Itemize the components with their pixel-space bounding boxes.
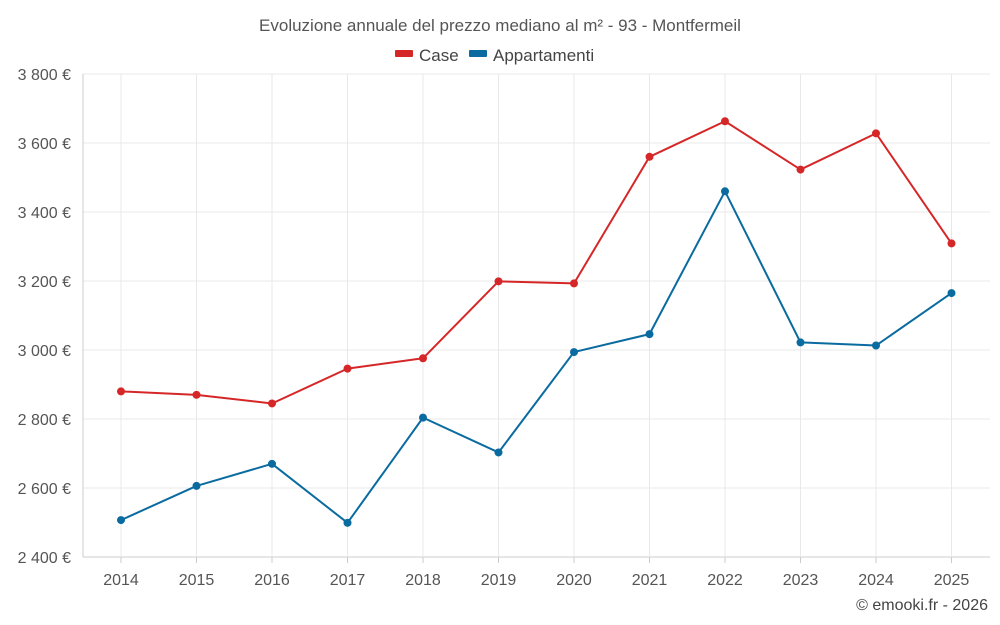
data-point-appartamenti[interactable] — [721, 187, 729, 196]
chart-title: Evoluzione annuale del prezzo mediano al… — [259, 16, 741, 35]
y-tick-label: 3 200 € — [18, 274, 71, 291]
data-point-appartamenti[interactable] — [343, 518, 352, 527]
x-tick-label: 2023 — [783, 572, 819, 589]
legend-label-case: Case — [419, 46, 459, 65]
x-tick-label: 2020 — [556, 572, 592, 589]
legend-swatch-appartamenti — [469, 50, 487, 57]
x-tick-label: 2025 — [934, 572, 970, 589]
data-point-appartamenti[interactable] — [947, 289, 956, 298]
y-tick-label: 3 000 € — [18, 343, 71, 360]
data-point-appartamenti[interactable] — [268, 459, 276, 468]
y-tick-label: 3 800 € — [18, 67, 71, 84]
data-point-case[interactable] — [570, 279, 578, 288]
data-point-appartamenti[interactable] — [419, 413, 427, 422]
chart-legend: Case Appartamenti — [395, 46, 594, 65]
data-point-appartamenti[interactable] — [494, 448, 503, 457]
x-tick-label: 2019 — [481, 572, 517, 589]
legend-label-appartamenti: Appartamenti — [493, 46, 594, 65]
copyright-credit: © emooki.fr - 2026 — [856, 597, 988, 614]
series — [117, 117, 956, 527]
data-point-case[interactable] — [419, 354, 427, 363]
x-tick-label: 2024 — [858, 572, 894, 589]
data-point-appartamenti[interactable] — [796, 338, 805, 347]
y-tick-label: 3 400 € — [18, 205, 71, 222]
legend-item-appartamenti[interactable]: Appartamenti — [469, 46, 594, 65]
x-axis-ticks: 2014 2015 2016 2017 2018 2019 2020 2021 2022 2023… — [103, 557, 969, 589]
x-tick-label: 2015 — [179, 572, 215, 589]
data-point-case[interactable] — [947, 239, 956, 248]
y-tick-label: 2 600 € — [18, 481, 71, 498]
x-tick-label: 2017 — [330, 572, 366, 589]
data-point-case[interactable] — [343, 364, 352, 373]
data-point-case[interactable] — [872, 129, 880, 138]
y-tick-label: 3 600 € — [18, 136, 71, 153]
data-point-appartamenti[interactable] — [117, 516, 125, 525]
x-tick-label: 2016 — [254, 572, 290, 589]
data-point-appartamenti[interactable] — [645, 330, 654, 339]
legend-swatch-case — [395, 50, 413, 57]
data-point-case[interactable] — [192, 390, 201, 399]
y-axis-ticks: 2 400 € 2 600 € 2 800 € 3 000 € 3 200 € 3 400… — [18, 67, 71, 567]
legend-item-case[interactable]: Case — [395, 46, 459, 65]
data-point-case[interactable] — [645, 152, 654, 161]
data-point-case[interactable] — [268, 399, 276, 408]
x-tick-label: 2022 — [707, 572, 743, 589]
series-line-appartamenti — [120, 190, 953, 524]
grid — [82, 73, 990, 558]
x-tick-label: 2018 — [405, 572, 441, 589]
data-point-case[interactable] — [117, 387, 125, 396]
series-line-case — [120, 120, 953, 405]
x-tick-label: 2021 — [632, 572, 668, 589]
data-point-case[interactable] — [494, 277, 503, 286]
data-point-appartamenti[interactable] — [192, 481, 201, 490]
y-tick-label: 2 400 € — [18, 550, 71, 567]
data-point-appartamenti[interactable] — [570, 348, 578, 357]
data-point-case[interactable] — [796, 165, 805, 174]
data-point-appartamenti[interactable] — [872, 341, 880, 350]
y-tick-label: 2 800 € — [18, 412, 71, 429]
x-tick-label: 2014 — [103, 572, 139, 589]
data-point-case[interactable] — [721, 117, 729, 126]
